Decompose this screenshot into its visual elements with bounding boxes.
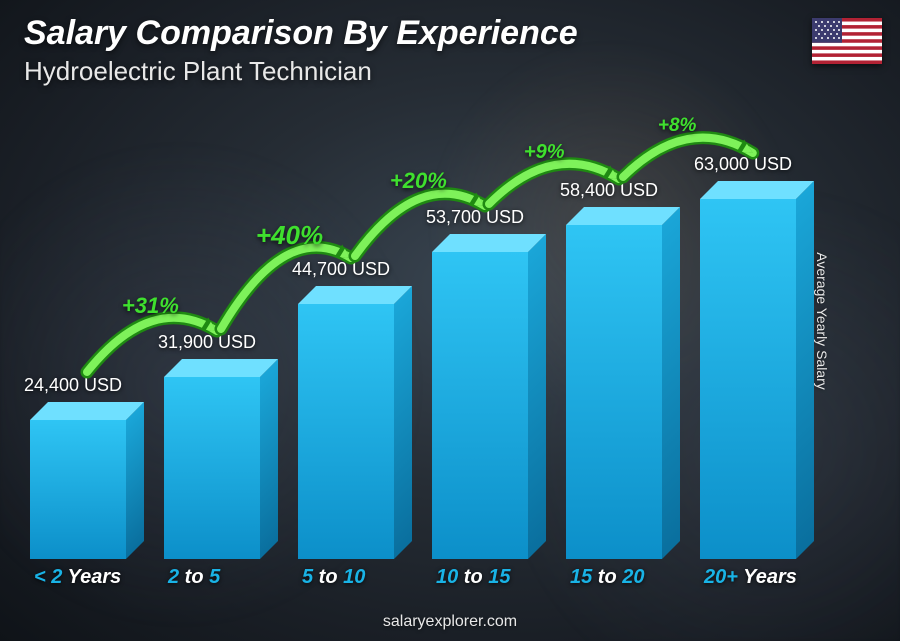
bar-top bbox=[30, 402, 144, 420]
bar-slot bbox=[432, 234, 546, 559]
bar-front bbox=[566, 225, 662, 559]
bar-slot bbox=[30, 402, 144, 559]
bar-side bbox=[662, 207, 680, 559]
pct-increase-label: +8% bbox=[658, 115, 697, 137]
subtitle: Hydroelectric Plant Technician bbox=[24, 56, 372, 87]
bar-side bbox=[126, 402, 144, 559]
x-label: 10 to 15 bbox=[436, 566, 511, 589]
bar-side bbox=[260, 359, 278, 559]
footer-attribution: salaryexplorer.com bbox=[0, 613, 900, 631]
bar-front bbox=[700, 199, 796, 559]
flag-icon bbox=[812, 18, 882, 64]
bar-front bbox=[432, 252, 528, 559]
pct-increase-label: +40% bbox=[256, 220, 323, 251]
bar-side bbox=[394, 286, 412, 559]
infographic-stage: Salary Comparison By Experience Hydroele… bbox=[0, 0, 900, 641]
x-label: 5 to 10 bbox=[302, 566, 365, 589]
bar-front bbox=[30, 420, 126, 559]
title: Salary Comparison By Experience bbox=[24, 14, 578, 53]
bar-chart: 24,400 USD< 2 Years31,900 USD2 to 544,70… bbox=[30, 100, 840, 593]
x-label: 15 to 20 bbox=[570, 566, 645, 589]
bar-side bbox=[528, 234, 546, 559]
pct-increase-label: +20% bbox=[390, 168, 447, 194]
bar-slot bbox=[700, 181, 814, 559]
pct-increase-label: +9% bbox=[524, 141, 565, 164]
bar-side bbox=[796, 181, 814, 559]
x-label: 20+ Years bbox=[704, 566, 797, 589]
x-label: 2 to 5 bbox=[168, 566, 220, 589]
bar-front bbox=[164, 377, 260, 559]
increase-arc: +8% bbox=[608, 98, 768, 202]
x-label: < 2 Years bbox=[34, 566, 121, 589]
pct-increase-label: +31% bbox=[122, 293, 179, 319]
bar-slot bbox=[566, 207, 680, 559]
